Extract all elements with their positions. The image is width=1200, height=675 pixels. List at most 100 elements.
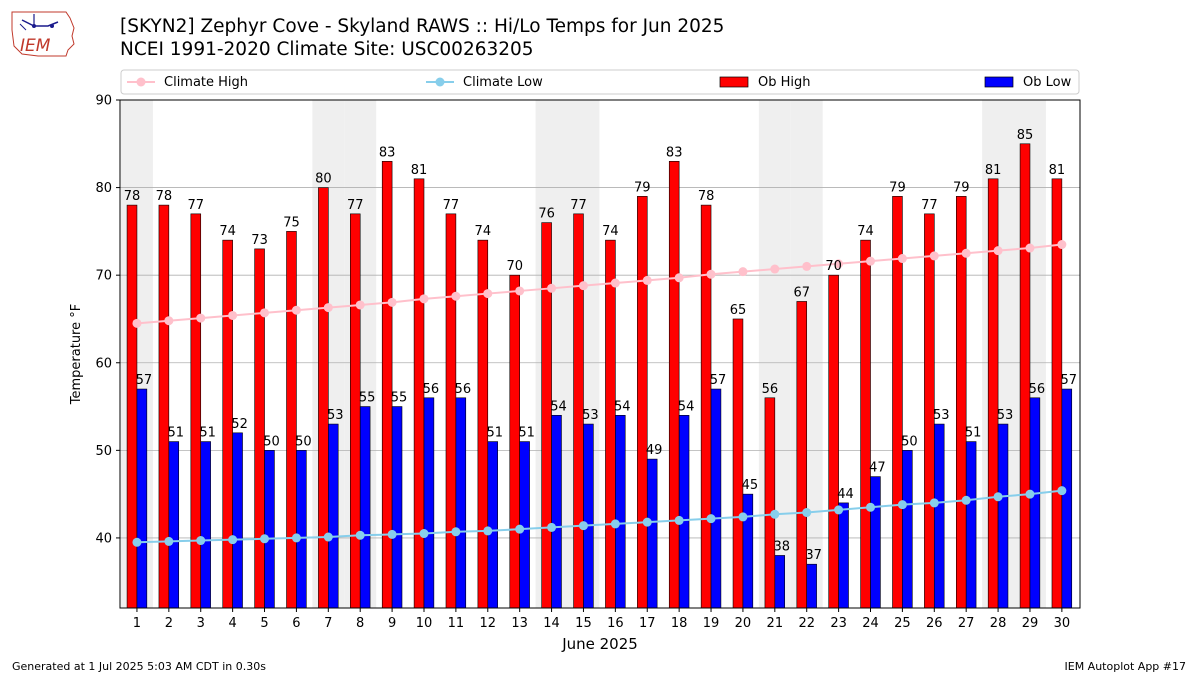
- climate-high-line: [136, 243, 1062, 325]
- app-credit: IEM Autoplot App #17: [1064, 660, 1187, 673]
- ob-high-label: 81: [985, 163, 1002, 178]
- climate-low-point: [578, 521, 588, 531]
- ob-high-label: 78: [698, 189, 715, 204]
- ob-high-label: 79: [889, 180, 906, 195]
- ob-low-bar: [615, 415, 626, 609]
- ob-high-bar: [190, 213, 202, 609]
- climate-low-point: [515, 524, 525, 534]
- y-tick-label: 70: [95, 269, 112, 284]
- climate-high-point: [132, 318, 142, 328]
- ob-low-label: 56: [455, 382, 472, 397]
- climate-high-point: [291, 305, 301, 315]
- x-tick-label: 24: [862, 616, 879, 631]
- climate-low-point: [834, 505, 844, 515]
- x-tick-label: 9: [388, 616, 396, 631]
- chart-title: [SKYN2] Zephyr Cove - Skyland RAWS :: Hi…: [120, 16, 725, 37]
- ob-high-bar: [541, 222, 552, 609]
- climate-high-point: [834, 259, 844, 269]
- ob-high-label: 85: [1017, 128, 1034, 143]
- climate-high-point: [419, 294, 429, 304]
- ob-low-label: 51: [965, 426, 982, 441]
- climate-high-point: [387, 297, 397, 307]
- ob-high-bar: [126, 204, 138, 609]
- ob-low-bar: [328, 423, 339, 609]
- climate-low-point: [323, 532, 333, 542]
- ob-low-bar: [359, 406, 371, 609]
- ob-low-bar: [232, 432, 243, 609]
- climate-low-line: [136, 489, 1062, 544]
- ob-low-bar: [519, 441, 530, 609]
- y-tick-label: 90: [95, 94, 112, 109]
- ob-high-label: 77: [347, 198, 364, 213]
- climate-high-point: [323, 303, 333, 313]
- ob-high-label: 74: [219, 224, 236, 239]
- climate-low-point: [993, 492, 1003, 502]
- ob-high-label: 77: [443, 198, 460, 213]
- climate-low-point: [706, 514, 716, 524]
- climate-high-point: [260, 308, 270, 318]
- ob-high-label: 81: [411, 163, 428, 178]
- svg-text:Ob High: Ob High: [758, 75, 811, 90]
- ob-low-label: 51: [518, 426, 535, 441]
- x-tick-label: 28: [990, 616, 1007, 631]
- x-tick-label: 8: [356, 616, 364, 631]
- climate-low-point: [802, 508, 812, 518]
- ob-low-label: 54: [614, 399, 631, 414]
- x-tick-label: 4: [228, 616, 236, 631]
- ob-low-label: 51: [486, 426, 503, 441]
- ob-low-bar: [551, 415, 562, 609]
- climate-high-point: [1057, 240, 1067, 250]
- ob-low-label: 44: [837, 487, 854, 502]
- ob-low-bar: [710, 388, 722, 609]
- y-tick-label: 50: [95, 444, 112, 459]
- climate-low-point: [674, 515, 684, 525]
- ob-low-bar: [1061, 388, 1073, 609]
- ob-high-bar: [381, 161, 393, 609]
- ob-high-bar: [350, 213, 361, 609]
- ob-high-label: 83: [379, 145, 396, 160]
- ob-low-label: 51: [168, 426, 185, 441]
- ob-low-bar: [200, 441, 211, 609]
- ob-low-bar: [487, 441, 498, 609]
- ob-low-label: 57: [136, 373, 153, 388]
- ob-low-bar: [838, 502, 849, 609]
- climate-high-point: [228, 310, 238, 320]
- climate-low-point: [770, 509, 780, 519]
- ob-high-bar: [637, 196, 648, 609]
- ob-high-label: 65: [730, 303, 747, 318]
- x-tick-label: 30: [1054, 616, 1071, 631]
- climate-low-point: [132, 537, 142, 547]
- ob-low-label: 53: [582, 408, 599, 423]
- bars: [126, 143, 1073, 609]
- climate-low-point: [1057, 486, 1067, 496]
- ob-high-bar: [987, 178, 999, 609]
- ob-low-label: 57: [1061, 373, 1078, 388]
- ob-high-label: 77: [188, 198, 205, 213]
- y-tick-label: 40: [95, 531, 112, 546]
- svg-text:Climate Low: Climate Low: [463, 75, 543, 90]
- ob-low-bar: [933, 423, 945, 609]
- ob-high-label: 77: [570, 198, 587, 213]
- ob-low-bar: [965, 441, 977, 609]
- ob-high-label: 77: [921, 198, 938, 213]
- legend-box: [120, 69, 1080, 95]
- ob-low-bar: [774, 555, 786, 609]
- x-axis: 1 2 3 4 5 6 7 8 9 10 11 12 13 14 15 16 17 18 19 20 21 22 23 24 2…: [133, 608, 1070, 631]
- climate-high-point: [706, 269, 716, 279]
- climate-high-point: [642, 275, 652, 285]
- ob-low-label: 50: [295, 434, 312, 449]
- ob-low-label: 54: [678, 399, 695, 414]
- x-tick-label: 6: [292, 616, 300, 631]
- ob-low-bar: [391, 406, 403, 609]
- x-tick-label: 3: [197, 616, 205, 631]
- svg-text:IEM: IEM: [20, 36, 51, 56]
- climate-high-point: [164, 316, 174, 326]
- climate-low-point: [1025, 489, 1035, 499]
- ob-high-label: 83: [666, 145, 683, 160]
- climate-high-point: [770, 264, 780, 274]
- climate-high-point: [738, 267, 748, 277]
- legend-ob-high: Ob High: [719, 75, 811, 90]
- y-tick-label: 60: [95, 356, 112, 371]
- y-axis: 40 50 60 70 80 90: [95, 94, 120, 546]
- climate-high-point: [610, 278, 620, 288]
